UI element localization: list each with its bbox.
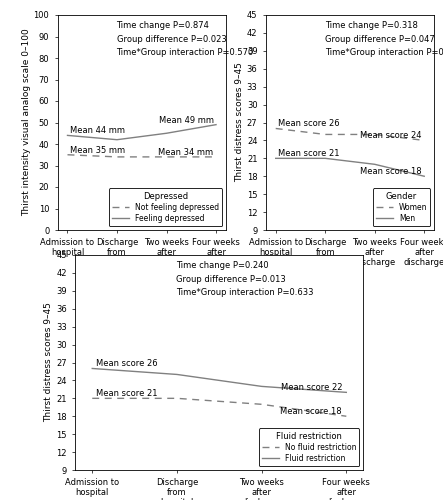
Text: Mean 49 mm: Mean 49 mm	[159, 116, 214, 124]
Text: Mean score 26: Mean score 26	[97, 360, 158, 368]
Text: Mean 34 mm: Mean 34 mm	[159, 148, 214, 157]
Text: Mean score 24: Mean score 24	[360, 132, 422, 140]
Text: Time change P=0.240
Group difference P=0.013
Time*Group interaction P=0.633: Time change P=0.240 Group difference P=0…	[176, 262, 314, 297]
Text: Mean score 21: Mean score 21	[278, 150, 340, 158]
Y-axis label: Thirst distress scores 9–45: Thirst distress scores 9–45	[44, 302, 54, 422]
Y-axis label: Thirst intensity visual analog scale 0–100: Thirst intensity visual analog scale 0–1…	[22, 28, 31, 216]
Text: Mean score 18: Mean score 18	[360, 167, 422, 176]
Text: Mean score 18: Mean score 18	[280, 407, 342, 416]
Text: Mean score 26: Mean score 26	[278, 120, 340, 128]
X-axis label: Time: Time	[129, 270, 154, 278]
X-axis label: Time: Time	[338, 270, 362, 278]
Text: Mean 44 mm: Mean 44 mm	[70, 126, 125, 136]
Y-axis label: Thirst distress scores 9–45: Thirst distress scores 9–45	[235, 62, 244, 182]
Text: Mean score 21: Mean score 21	[97, 390, 158, 398]
Text: Mean score 22: Mean score 22	[280, 384, 342, 392]
Legend: No fluid restriction, Fluid restriction: No fluid restriction, Fluid restriction	[259, 428, 359, 466]
Text: Mean 35 mm: Mean 35 mm	[70, 146, 125, 155]
Legend: Not feeling depressed, Feeling depressed: Not feeling depressed, Feeling depressed	[109, 188, 222, 226]
Text: Time change P=0.318
Group difference P=0.047
Time*Group interaction P=0.866: Time change P=0.318 Group difference P=0…	[325, 22, 443, 57]
Text: Time change P=0.874
Group difference P=0.023
Time*Group interaction P=0.570: Time change P=0.874 Group difference P=0…	[117, 22, 254, 57]
Legend: Women, Men: Women, Men	[373, 188, 430, 226]
